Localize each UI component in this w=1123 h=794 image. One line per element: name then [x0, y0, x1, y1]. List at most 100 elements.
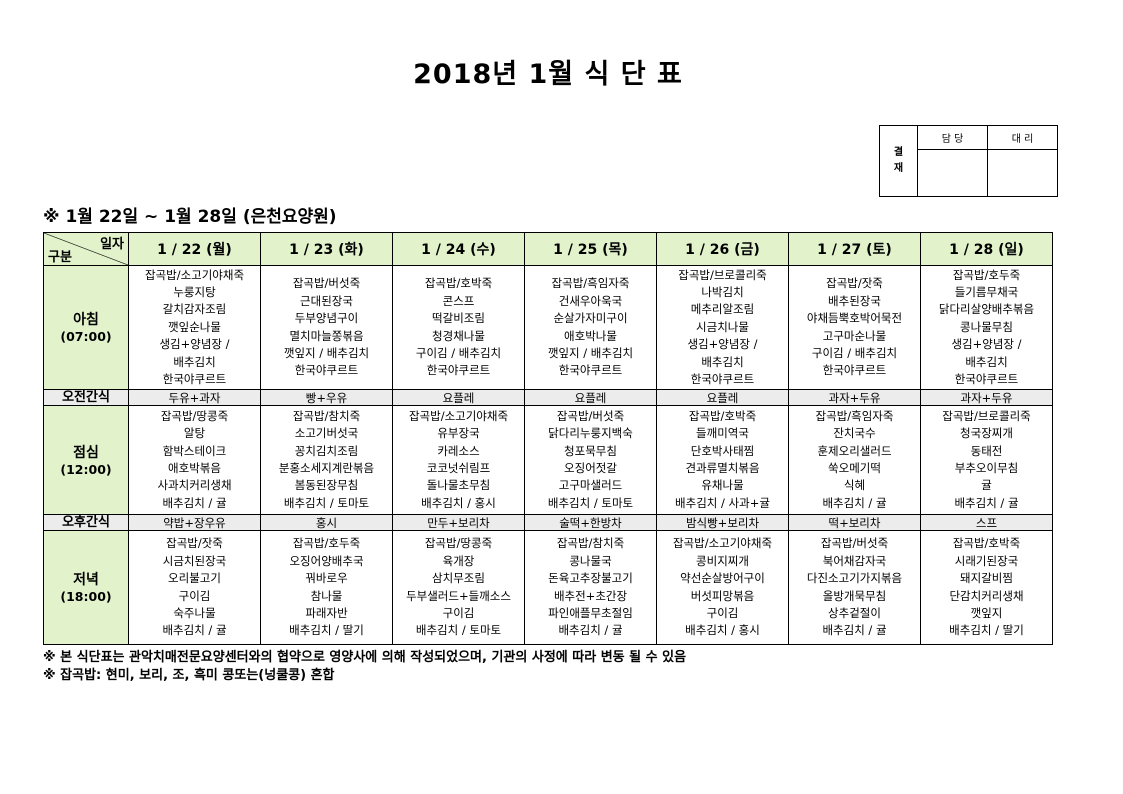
approval-sign-manager[interactable]	[987, 149, 1058, 197]
snack-label: 오후간식	[43, 514, 129, 531]
menu-item: 분홍소세지계란볶음	[278, 461, 375, 475]
menu-item: 배추전+초간장	[553, 588, 628, 603]
menu-item: 배추김치 / 홍시	[685, 623, 760, 638]
snack-cell: 밤식빵+보리차	[656, 514, 789, 531]
menu-item: 생김+양념장 /	[159, 337, 230, 352]
meal-cell: 잡곡밥/땅콩죽 육개장 삼치무조림 두부샐러드+들깨소스 구이김 배추김치 / 토마토	[392, 530, 525, 645]
meal-cell: 잡곡밥/호박죽 시래기된장국 돼지갈비찜 단감치커리생채 깻잎지 배추김치 / 딸기	[920, 530, 1053, 645]
menu-item: 잡곡밥/버섯죽	[556, 408, 625, 423]
menu-item: 약선순살방어구이	[680, 571, 765, 586]
menu-item: 애호박볶음	[168, 461, 221, 475]
snack-cell: 약밥+장우유	[128, 514, 261, 531]
menu-item: 깻잎지 / 배추김치	[547, 345, 634, 360]
menu-item: 꿔바로우	[305, 571, 348, 586]
menu-item: 구이김	[178, 588, 211, 603]
menu-item: 동태전	[970, 443, 1003, 458]
menu-item: 배추김치 / 귤	[822, 623, 887, 638]
menu-item: 멸치마늘쫑볶음	[289, 328, 364, 343]
approval-box: 결 재 담 당 대 리	[879, 125, 1058, 197]
menu-item: 한국야쿠르트	[954, 372, 1019, 387]
snack-cell: 술떡+한방차	[524, 514, 657, 531]
meal-row: 점심 (12:00) 잡곡밥/땅콩죽 알탕 함박스테이크 애호박볶음 사과치커리생채 배추김치…	[43, 405, 1053, 515]
approval-label: 결 재	[879, 125, 918, 197]
meal-cell: 잡곡밥/버섯죽 북어채감자국 다진소고기가지볶음 올방개묵무침 상추겉절이 배추김치 / …	[788, 530, 921, 645]
menu-item: 배추김치 / 귤	[162, 623, 227, 638]
menu-item: 올방개묵무침	[822, 588, 887, 603]
menu-item: 두부양념구이	[294, 311, 359, 326]
menu-item: 구이김 / 배추김치	[811, 345, 898, 360]
menu-item: 오징어젓갈	[564, 461, 617, 475]
menu-item: 나박김치	[701, 284, 744, 299]
meal-cell: 잡곡밥/호두죽 오징어양배추국 꿔바로우 참나물 파래자반 배추김치 / 딸기	[260, 530, 393, 645]
menu-item: 삼치무조림	[432, 571, 485, 586]
menu-item: 구이김	[706, 605, 739, 620]
menu-item: 배추김치 / 귤	[822, 495, 887, 510]
menu-item: 한국야쿠르트	[558, 363, 623, 378]
menu-item: 잡곡밥/소고기야채죽	[144, 267, 245, 282]
menu-item: 콩나물무침	[960, 319, 1013, 334]
snack-cell: 요플레	[656, 389, 789, 406]
menu-item: 잡곡밥/버섯죽	[292, 276, 361, 291]
meal-name: 저녁	[73, 572, 99, 588]
menu-item: 야채듬뿍호박어묵전	[806, 311, 903, 326]
snack-cell: 요플레	[392, 389, 525, 406]
menu-item: 누룽지탕	[173, 284, 216, 299]
menu-item: 쑥오메기떡	[828, 461, 881, 475]
snack-cell: 만두+보리차	[392, 514, 525, 531]
day-header: 1 / 22 (월)	[128, 232, 261, 266]
menu-item: 시금치된장국	[162, 553, 227, 568]
meal-cell: 잡곡밥/땅콩죽 알탕 함박스테이크 애호박볶음 사과치커리생채 배추김치 / 귤	[128, 405, 261, 515]
menu-item: 근대된장국	[300, 293, 353, 308]
menu-item: 북어채감자국	[822, 553, 887, 568]
menu-item: 파인애플무초절임	[548, 605, 633, 620]
meal-cell: 잡곡밥/참치죽 콩나물국 돈육고추장불고기 배추전+초간장 파인애플무초절임 배추김치 /…	[524, 530, 657, 645]
menu-item: 잔치국수	[833, 426, 876, 441]
menu-item: 청포묵무침	[564, 443, 617, 458]
menu-item: 잡곡밥/참치죽	[556, 536, 625, 551]
meal-label: 아침 (07:00)	[43, 265, 129, 390]
menu-item: 한국야쿠르트	[162, 372, 227, 387]
snack-cell: 빵+우유	[260, 389, 393, 406]
corner-cell: 일자 구분	[43, 232, 129, 266]
meal-name: 점심	[73, 444, 99, 461]
meal-name: 아침	[73, 312, 99, 328]
menu-item: 사과치커리생채	[157, 478, 232, 493]
menu-item: 잡곡밥/소고기야채죽	[408, 408, 509, 423]
meal-cell: 잡곡밥/호두죽 들기름무채국 닭다리살양배추볶음 콩나물무침 생김+양념장 / 배추김치 한…	[920, 265, 1053, 390]
day-header: 1 / 28 (일)	[920, 232, 1053, 266]
menu-item: 청국장찌개	[960, 426, 1013, 441]
snack-cell: 홍시	[260, 514, 393, 531]
meal-cell: 잡곡밥/브로콜리죽 나박김치 메추리알조림 시금치나물 생김+양념장 / 배추김치 한국야쿠…	[656, 265, 789, 390]
menu-item: 한국야쿠르트	[822, 363, 887, 378]
day-header: 1 / 25 (목)	[524, 232, 657, 266]
note-grain: ※ 잡곡밥: 현미, 보리, 조, 흑미 콩또는(넝쿨콩) 혼합	[43, 668, 335, 683]
menu-item: 깻잎지	[970, 605, 1003, 620]
meal-cell: 잡곡밥/호박죽 콘스프 떡갈비조림 청경채나물 구이김 / 배추김치 한국야쿠르트	[392, 265, 525, 390]
meal-cell: 잡곡밥/브로콜리죽 청국장찌개 동태전 부추오이무침 귤 배추김치 / 귤	[920, 405, 1053, 515]
menu-item: 단호박사태찜	[690, 443, 755, 458]
menu-item: 잡곡밥/흑임자죽	[551, 276, 630, 291]
menu-item: 배추된장국	[828, 293, 881, 308]
page-title: 2018년 1월 식 단 표	[413, 59, 683, 90]
menu-item: 배추김치 / 귤	[558, 623, 623, 638]
menu-item: 배추김치 / 딸기	[949, 623, 1024, 638]
menu-item: 잡곡밥/호두죽	[952, 267, 1021, 282]
approval-sign-staff[interactable]	[917, 149, 988, 197]
menu-item: 유부장국	[437, 426, 480, 441]
snack-cell: 요플레	[524, 389, 657, 406]
meal-time: (18:00)	[60, 589, 112, 604]
menu-item: 구이김 / 배추김치	[415, 345, 502, 360]
snack-row: 오전간식 두유+과자 빵+우유 요플레 요플레 요플레 과자+두유 과자+두유	[43, 389, 1053, 406]
snack-cell: 스프	[920, 514, 1053, 531]
menu-item: 다진소고기가지볶음	[806, 571, 903, 586]
menu-item: 상추겉절이	[828, 605, 881, 620]
menu-item: 깻잎지 / 배추김치	[283, 345, 370, 360]
header-row: 일자 구분 1 / 22 (월) 1 / 23 (화) 1 / 24 (수) 1 / …	[43, 232, 1053, 266]
menu-item: 한국야쿠르트	[294, 363, 359, 378]
menu-item: 파래자반	[305, 605, 348, 620]
menu-item: 잡곡밥/호박죽	[952, 536, 1021, 551]
menu-item: 닭다리살양배추볶음	[938, 302, 1035, 317]
menu-item: 배추김치	[965, 354, 1008, 369]
menu-item: 배추김치 / 토마토	[283, 495, 370, 510]
